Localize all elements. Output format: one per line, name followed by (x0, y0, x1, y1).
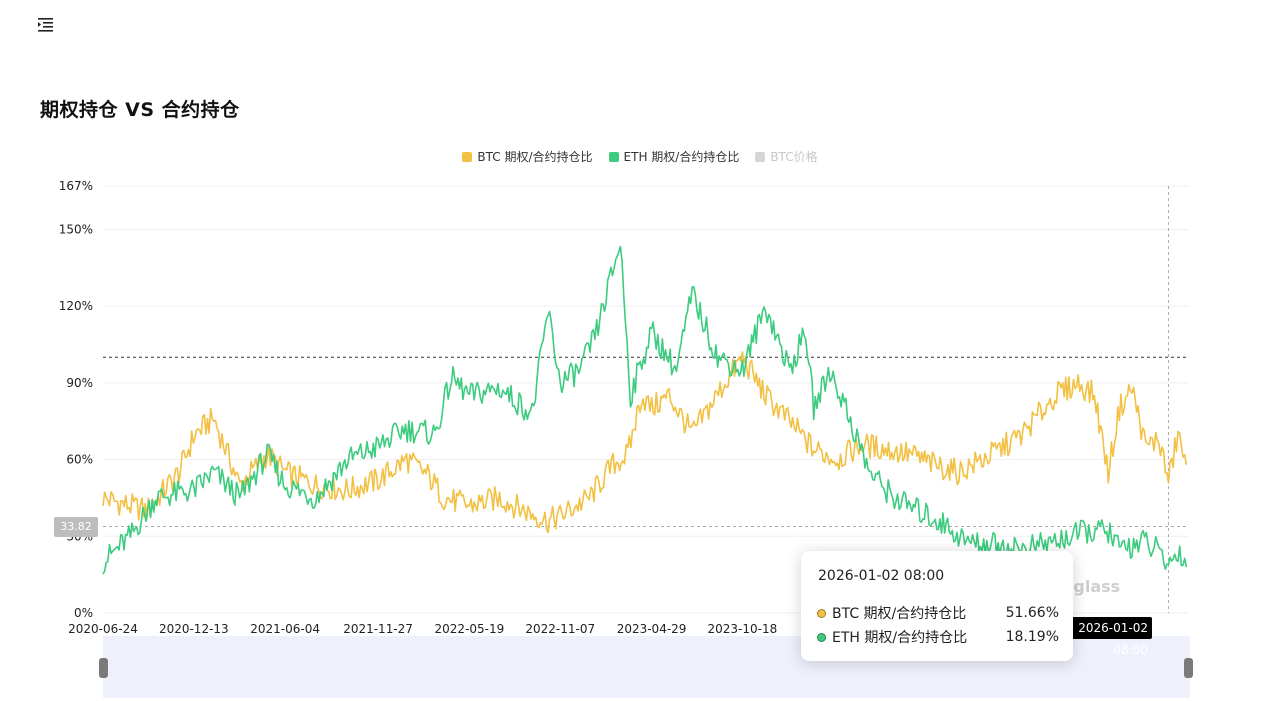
y-axis-pointer-label: 33.82 (54, 517, 98, 537)
chart-legend: BTC 期权/合约持仓比 ETH 期权/合约持仓比 BTC价格 (0, 148, 1280, 165)
legend-label-eth: ETH 期权/合约持仓比 (623, 150, 740, 164)
tooltip-row-eth: ETH 期权/合约持仓比 18.19% (817, 627, 1059, 647)
tooltip-value-eth: 18.19% (1005, 629, 1059, 645)
x-tick-label: 2020-06-24 (68, 622, 138, 636)
slider-handle-right[interactable] (1184, 658, 1193, 678)
x-tick-label: 2023-10-18 (708, 622, 778, 636)
tooltip-date: 2026-01-02 08:00 (818, 568, 945, 584)
y-tick-label: 90% (66, 376, 93, 390)
x-tick-label: 2022-11-07 (525, 622, 595, 636)
x-tick-label: 2020-12-13 (159, 622, 229, 636)
x-tick-label: 2023-04-29 (617, 622, 687, 636)
legend-item-btc-price[interactable]: BTC价格 (755, 148, 818, 165)
tooltip-name-eth: ETH 期权/合约持仓比 (832, 630, 968, 646)
legend-swatch-eth (608, 151, 619, 162)
tooltip-dot-btc (817, 608, 826, 618)
legend-item-btc-ratio[interactable]: BTC 期权/合约持仓比 (462, 148, 593, 165)
chart-tooltip: 2026-01-02 08:00 BTC 期权/合约持仓比 51.66% ETH… (801, 551, 1073, 661)
legend-label-btc-price: BTC价格 (770, 150, 818, 164)
tooltip-name-btc: BTC 期权/合约持仓比 (832, 606, 967, 622)
tooltip-row-btc: BTC 期权/合约持仓比 51.66% (817, 603, 1059, 623)
y-tick-label: 60% (66, 453, 93, 467)
legend-swatch-btc-price (755, 151, 766, 162)
watermark: nglass (1062, 577, 1121, 596)
y-tick-label: 167% (59, 179, 93, 193)
x-axis-pointer-label: 2026-01-02 08:00 (1068, 617, 1152, 657)
slider-handle-left[interactable] (99, 658, 108, 678)
x-tick-label: 2021-11-27 (343, 622, 413, 636)
x-tick-label: 2021-06-04 (250, 622, 320, 636)
y-tick-label: 0% (74, 606, 93, 620)
menu-indent-icon[interactable] (37, 16, 55, 32)
tooltip-value-btc: 51.66% (1005, 605, 1059, 621)
x-tick-label: 2022-05-19 (435, 622, 505, 636)
y-tick-label: 120% (59, 299, 93, 313)
page-title: 期权持仓 VS 合约持仓 (40, 99, 240, 121)
legend-label-btc: BTC 期权/合约持仓比 (477, 150, 593, 164)
tooltip-dot-eth (817, 632, 826, 642)
series-line-btc (102, 351, 1188, 534)
legend-swatch-btc (462, 151, 473, 162)
legend-item-eth-ratio[interactable]: ETH 期权/合约持仓比 (608, 148, 740, 165)
y-tick-label: 150% (59, 222, 93, 236)
